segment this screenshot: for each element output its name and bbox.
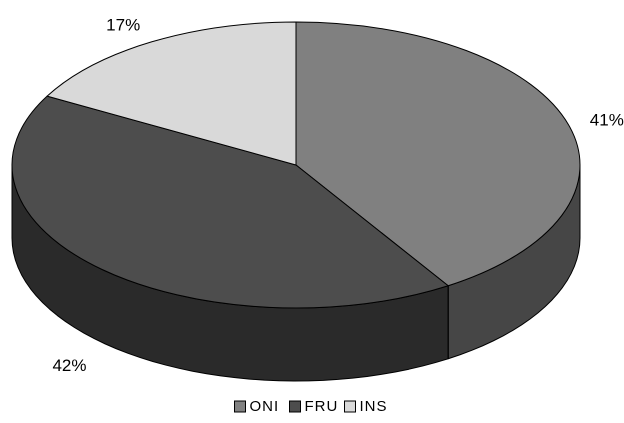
pie-slice-ins (46, 21, 297, 166)
legend-label-ins: INS (360, 398, 388, 415)
legend-label-oni: ONI (250, 398, 280, 415)
data-label-ins: 17% (106, 16, 140, 35)
pie-slice-oni (295, 21, 581, 287)
data-label-fru: 42% (52, 356, 86, 375)
pie-slice-fru (11, 95, 449, 309)
legend: ONI FRU INS (234, 398, 388, 415)
data-labels: 41% 42% 17% (52, 16, 623, 375)
data-label-oni: 41% (590, 111, 624, 130)
legend-label-fru: FRU (305, 398, 339, 415)
legend-swatch-oni (234, 400, 246, 413)
legend-swatch-fru (289, 400, 301, 413)
pie-tops (11, 21, 581, 309)
legend-swatch-ins (344, 400, 356, 413)
